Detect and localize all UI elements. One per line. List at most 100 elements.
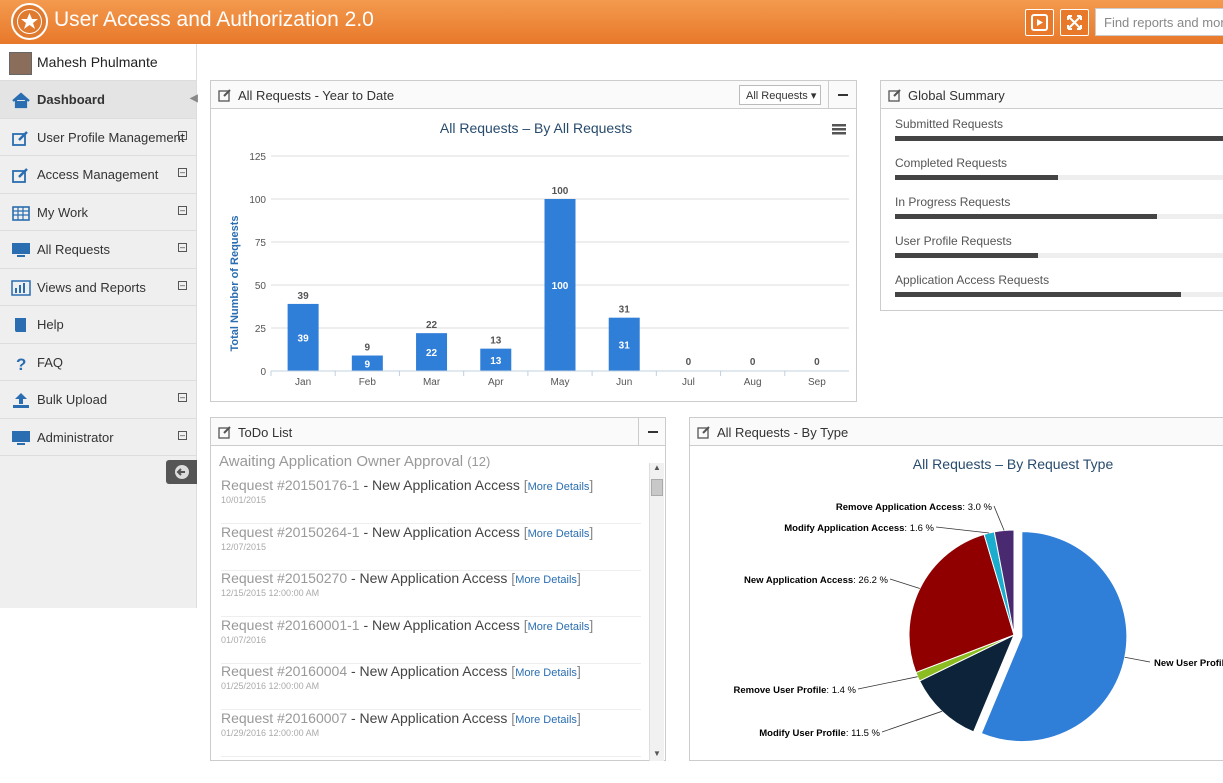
- expand-icon[interactable]: –: [178, 242, 187, 252]
- summary-label: Application Access Requests: [895, 273, 1050, 287]
- pie-slice[interactable]: [980, 531, 1128, 743]
- sidebar-item-my-work[interactable]: My Work –: [0, 194, 196, 231]
- scrollbar[interactable]: ▲ ▼: [649, 463, 664, 761]
- x-tick-label: Jul: [682, 377, 695, 388]
- sidebar-item-label: User Profile Management: [37, 129, 185, 145]
- bar-value-label: 100: [552, 186, 569, 197]
- bar-value-label: 0: [814, 357, 820, 368]
- summary-row: Application Access Requests: [895, 273, 1223, 297]
- sidebar-item-views-and-reports[interactable]: Views and Reports –: [0, 269, 196, 306]
- chart-menu-icon[interactable]: [832, 124, 846, 135]
- more-details-link[interactable]: More Details: [515, 667, 577, 679]
- pie-slice[interactable]: [908, 533, 1015, 674]
- pie-connector: [881, 710, 943, 733]
- todo-panel: ToDo List Awaiting Application Owner App…: [210, 417, 666, 761]
- x-tick-label: Feb: [359, 377, 377, 388]
- minimize-button[interactable]: [638, 418, 666, 445]
- more-details-link[interactable]: More Details: [515, 713, 577, 726]
- request-filter-select[interactable]: All Requests ▾: [739, 85, 821, 105]
- bar[interactable]: [416, 333, 448, 371]
- sidebar-item-administrator[interactable]: Administrator –: [0, 419, 196, 456]
- pie-label: Remove User Profile: 1.4 %: [733, 685, 856, 696]
- request-id: Request #20160004: [221, 663, 348, 679]
- more-details-link[interactable]: More Details: [527, 527, 590, 540]
- expand-icon[interactable]: –: [178, 129, 187, 140]
- panel-title: ToDo List: [238, 425, 293, 440]
- pie-connector: [935, 526, 990, 534]
- more-details-link[interactable]: More Details: [527, 481, 590, 493]
- chart-title: All Requests – By Request Type: [913, 456, 1114, 472]
- pie-label-name: Remove User Profile: [733, 685, 826, 696]
- request-desc: - New Application Access: [347, 570, 512, 586]
- play-button[interactable]: [1025, 9, 1054, 36]
- edit-icon: [218, 426, 231, 439]
- bar[interactable]: [351, 355, 383, 371]
- sidebar-item-all-requests[interactable]: All Requests –: [0, 231, 196, 269]
- pie-slice[interactable]: [918, 633, 1015, 733]
- summary-bar: [895, 214, 1223, 219]
- expand-icon[interactable]: –: [178, 167, 187, 177]
- todo-item: Request #20150176-1 - New Application Ac…: [221, 477, 641, 524]
- request-id: Request #20150176-1: [221, 477, 360, 493]
- more-details-link[interactable]: More Details: [527, 620, 590, 633]
- edit-icon: [697, 426, 710, 439]
- pie-connector: [889, 578, 920, 589]
- sidebar-item-help[interactable]: Help: [0, 306, 196, 344]
- bar-value-label: 39: [298, 291, 310, 302]
- summary-bar-fill: [895, 214, 1157, 219]
- x-tick-label: Aug: [744, 377, 762, 388]
- request-desc: - New Application Access: [359, 523, 524, 540]
- pie-label: Modify Application Access: 1.6 %: [784, 523, 934, 534]
- arrow-left-icon: [175, 465, 189, 479]
- bar-chart: All Requests – By All Requests 0 25 50 75 100…: [229, 120, 849, 388]
- minimize-button[interactable]: [828, 81, 856, 108]
- summary-label: Submitted Requests: [895, 117, 1004, 131]
- summary-bar-fill: [895, 292, 1181, 297]
- sidebar-item-label: My Work: [37, 204, 89, 220]
- user-info[interactable]: Mahesh Phulmante: [0, 44, 196, 81]
- sidebar-item-faq[interactable]: ? FAQ: [0, 344, 196, 381]
- sidebar-item-dashboard[interactable]: Dashboard ◀: [0, 81, 198, 119]
- sidebar-item-user-profile-management[interactable]: User Profile Management –: [0, 119, 196, 156]
- panel-header: All Requests - By Type: [690, 418, 1223, 446]
- todo-item: Request #20150264-1 - New Application Ac…: [221, 524, 641, 571]
- more-details-link[interactable]: More Details: [515, 574, 577, 586]
- sidebar-item-label: Bulk Upload: [37, 392, 108, 407]
- user-name: Mahesh Phulmante: [37, 54, 158, 70]
- sidebar-item-label: Views and Reports: [37, 279, 146, 295]
- bar[interactable]: [608, 317, 640, 371]
- bar[interactable]: [544, 199, 576, 371]
- request-date: 01/29/2016 12:00:00 AM: [221, 727, 320, 738]
- summary-bar: [895, 253, 1223, 258]
- bar[interactable]: [287, 303, 319, 371]
- expand-icon[interactable]: –: [178, 204, 187, 215]
- bar-value-label: 22: [426, 320, 438, 331]
- expand-icon[interactable]: –: [178, 429, 187, 440]
- sidebar-item-bulk-upload[interactable]: Bulk Upload –: [0, 381, 196, 419]
- expand-icon[interactable]: –: [178, 279, 187, 290]
- panel-header: All Requests - Year to Date All Requests…: [211, 81, 856, 109]
- pie-label-value: : 1.6 %: [904, 523, 934, 534]
- collapse-sidebar-button[interactable]: [166, 460, 197, 484]
- y-tick-label: 0: [260, 367, 266, 378]
- search-input[interactable]: Find reports and more: [1095, 8, 1223, 36]
- request-desc: - New Application Access: [347, 663, 512, 679]
- summary-row: User Profile Requests: [895, 234, 1223, 258]
- bar-chart-icon: [11, 279, 31, 296]
- bar[interactable]: [480, 348, 512, 371]
- expand-icon[interactable]: –: [178, 392, 187, 402]
- app-title: User Access and Authorization 2.0: [54, 8, 374, 31]
- pie-label-value: : 1.4 %: [826, 685, 856, 696]
- bar-inner-label: 9: [365, 359, 371, 370]
- pie-slice[interactable]: [993, 529, 1015, 636]
- summary-label: Completed Requests: [895, 156, 1008, 170]
- summary-label: User Profile Requests: [895, 234, 1012, 248]
- fullscreen-button[interactable]: [1060, 9, 1089, 36]
- home-icon: [12, 92, 30, 109]
- question-icon: ?: [16, 355, 26, 372]
- sidebar-item-access-management[interactable]: Access Management –: [0, 156, 196, 194]
- table-icon: [12, 205, 30, 221]
- pie-label-value: : 3.0 %: [962, 502, 992, 513]
- chart-title: All Requests – By All Requests: [440, 120, 632, 136]
- filter-value: All Requests: [746, 90, 808, 102]
